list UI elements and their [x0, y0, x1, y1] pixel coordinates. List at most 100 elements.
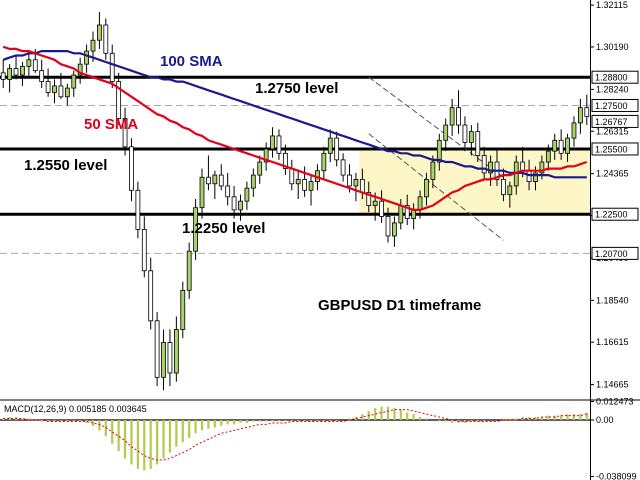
candle [468, 125, 474, 156]
price-levels-layer [0, 75, 590, 254]
candle [584, 94, 590, 126]
candle [302, 166, 308, 197]
candle [353, 172, 359, 202]
price-tag-box [591, 207, 639, 221]
candle-body-bull [193, 207, 198, 252]
candle-body-bull [545, 150, 551, 163]
candle-body-bear [167, 342, 173, 374]
candle-body-bear [109, 52, 115, 82]
candle-body-bear [462, 124, 468, 143]
candle [20, 61, 25, 86]
candle [84, 44, 89, 73]
candle-body-bear [116, 81, 122, 119]
candle-body-bear [135, 189, 141, 230]
candle [379, 190, 384, 223]
sma50-label: 50 SMA [84, 116, 138, 133]
axis-tick-label: 1.18540 [596, 295, 629, 305]
candle-body-bull [250, 174, 256, 189]
candle-body-bull [20, 65, 25, 76]
candle-body-bull [238, 200, 243, 211]
candle [64, 83, 70, 106]
macd-label: MACD(12,26,9) 0.005185 0.003645 [4, 404, 147, 414]
candle [186, 242, 192, 300]
candle [571, 116, 577, 147]
candle-body-bear [32, 59, 38, 72]
candle [58, 72, 64, 99]
axis-tick-label: 1.14665 [596, 380, 629, 390]
candle-body-bull [52, 85, 57, 93]
candle-body-bull [321, 152, 327, 172]
candle [173, 316, 179, 382]
candle-body-bull [7, 68, 13, 80]
candle [193, 199, 198, 260]
candle-body-bull [84, 50, 89, 65]
candle-body-bull [443, 124, 449, 141]
candle [507, 181, 513, 208]
candle-body-bull [212, 174, 218, 185]
candle-body-bull [417, 196, 423, 211]
candle-body-bear [347, 174, 352, 187]
macd-axis-tick-label: -0.038099 [596, 471, 637, 480]
candle [334, 131, 340, 167]
candle-body-bear [385, 215, 391, 237]
candle-body-bull [507, 185, 513, 196]
candle-body-bull [552, 139, 558, 152]
candle-body-bear [225, 185, 231, 198]
candle [385, 207, 391, 243]
candle-body-bull [577, 107, 583, 124]
annotations-layer: 100 SMA 50 SMA 1.2750 level 1.2550 level 1.2… [24, 53, 481, 314]
candle [13, 55, 19, 80]
candle-body-bear [302, 179, 308, 191]
price-tag: 1.22500 [591, 207, 639, 221]
candle-body-bear [282, 152, 288, 169]
candle-body-bear [366, 192, 372, 206]
candle-body-bull [327, 137, 333, 154]
candle-body-bull [308, 181, 314, 191]
candle [199, 168, 205, 219]
candle-body-bull [173, 329, 179, 374]
price-tag: 1.25500 [591, 142, 639, 156]
candle [404, 194, 410, 226]
candle-body-bear [58, 85, 64, 98]
price-tag-box [591, 70, 639, 84]
sma100-label: 100 SMA [160, 53, 223, 70]
candle-body-bear [584, 107, 590, 117]
candle-body-bear [45, 81, 51, 93]
candle [225, 172, 231, 206]
price-tag: 1.28800 [591, 70, 639, 84]
candle-body-bull [449, 107, 455, 126]
candle [161, 329, 166, 391]
candle [180, 281, 186, 339]
candle-body-bull [90, 39, 96, 52]
candle [577, 98, 583, 134]
candle [392, 216, 397, 247]
candle-body-bull [571, 122, 577, 139]
candle-body-bear [218, 174, 224, 187]
candle-body-bull [411, 209, 417, 219]
candle [7, 64, 13, 93]
candle [109, 44, 115, 89]
macd-panel: MACD(12,26,9) 0.005185 0.003645 0.012473 0… [0, 397, 640, 480]
candle-body-bull [488, 161, 493, 174]
candles-layer [0, 11, 590, 391]
level-1-2550-label: 1.2550 level [24, 157, 107, 174]
candle-body-bull [436, 139, 442, 163]
candle-body-bear [359, 179, 365, 193]
sma100-line [2, 49, 587, 179]
candle-body-bull [430, 161, 436, 180]
candle [154, 312, 160, 387]
candle [52, 79, 57, 104]
candle-body-bear [289, 168, 295, 185]
candle-body-bear [520, 161, 526, 172]
candle [270, 127, 275, 158]
candle [116, 72, 122, 126]
candle [135, 181, 141, 239]
candle [26, 51, 32, 78]
candle [552, 133, 558, 160]
candle-body-bull [186, 250, 192, 291]
candle [218, 164, 224, 191]
candle-body-bull [392, 222, 397, 237]
candle [45, 68, 51, 97]
price-tag: 1.20700 [591, 246, 639, 260]
candle [263, 142, 269, 171]
